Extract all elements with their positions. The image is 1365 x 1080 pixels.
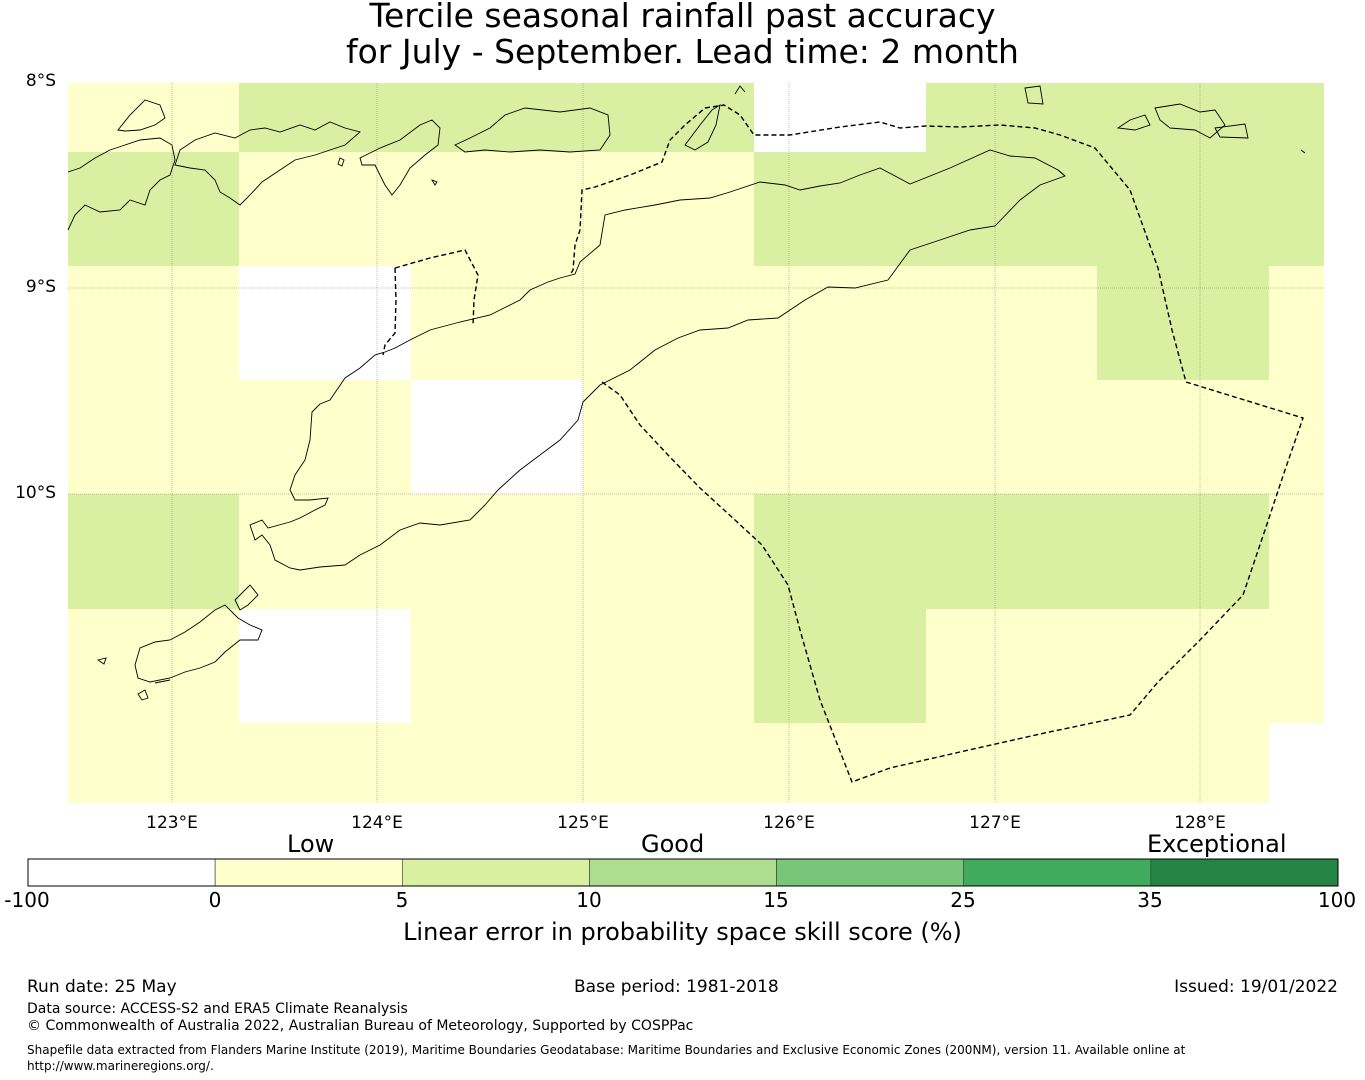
lat-label-8s: 8°S: [25, 71, 56, 91]
skill-cell: [754, 723, 926, 803]
colorbar-category-exceptional: Exceptional: [1147, 830, 1287, 858]
colorbar-swatch: [589, 858, 777, 887]
colorbar-swatch: [401, 858, 590, 887]
skill-cell: [1097, 152, 1269, 266]
skill-cell: [754, 380, 926, 494]
skill-cell: [1269, 380, 1324, 494]
colorbar-tick: 10: [576, 888, 602, 912]
skill-cell: [1269, 266, 1324, 380]
colorbar-tick: 15: [763, 888, 789, 912]
lon-label-125e: 125°E: [557, 813, 609, 833]
lon-label-123e: 123°E: [146, 813, 198, 833]
map-title-line2: for July - September. Lead time: 2 month: [346, 32, 1019, 71]
skill-cell: [926, 609, 1097, 723]
skill-cell: [1097, 83, 1269, 152]
skill-cell: [583, 380, 754, 494]
skill-cell: [411, 266, 583, 380]
lon-label-124e: 124°E: [351, 813, 403, 833]
skill-cell: [1269, 609, 1324, 723]
base-period: Base period: 1981-2018: [574, 977, 779, 997]
skill-cell: [1097, 494, 1269, 609]
skill-cell: [239, 83, 411, 152]
colorbar-tick: 0: [208, 888, 222, 912]
skill-cell: [754, 494, 926, 609]
skill-cell: [239, 494, 411, 609]
colorbar-swatch: [27, 858, 216, 887]
skill-cell: [411, 380, 583, 494]
skill-cell: [411, 723, 583, 803]
skill-cell: [754, 266, 926, 380]
lat-label-9s: 9°S: [25, 277, 56, 297]
skill-cell: [411, 609, 583, 723]
skill-cell: [926, 380, 1097, 494]
data-source: Data source: ACCESS-S2 and ERA5 Climate …: [27, 1001, 408, 1017]
skill-cell: [1097, 609, 1269, 723]
skill-cell: [68, 266, 239, 380]
skill-cell: [68, 152, 239, 266]
skill-cell: [68, 83, 239, 152]
skill-cell: [926, 266, 1097, 380]
colorbar-tick: 25: [950, 888, 976, 912]
colorbar-swatch: [963, 858, 1152, 887]
colorbar-swatch: [214, 858, 403, 887]
run-date: Run date: 25 May: [27, 977, 177, 997]
issued-date: Issued: 19/01/2022: [1174, 977, 1338, 997]
skill-cell: [68, 494, 239, 609]
skill-cell: [239, 152, 411, 266]
maritime-boundaries: [382, 104, 1304, 783]
skill-cell: [68, 723, 239, 803]
skill-cell: [411, 494, 583, 609]
skill-cell: [239, 609, 411, 723]
skill-cell: [1269, 83, 1324, 152]
skill-cell: [1269, 723, 1324, 803]
lon-label-126e: 126°E: [763, 813, 815, 833]
skill-cell: [926, 83, 1097, 152]
lon-label-128e: 128°E: [1174, 813, 1226, 833]
colorbar-category-low: Low: [287, 830, 335, 858]
skill-grid-cells: [68, 83, 1324, 803]
skill-cell: [583, 152, 754, 266]
skill-cell: [583, 609, 754, 723]
colorbar-label: Linear error in probability space skill …: [403, 918, 962, 946]
colorbar-swatch: [776, 858, 965, 887]
colorbar-tick: 35: [1137, 888, 1163, 912]
graticule: [68, 83, 1324, 803]
skill-cell: [68, 609, 239, 723]
skill-cell: [583, 83, 754, 152]
skill-cell: [411, 83, 583, 152]
skill-cell: [754, 83, 926, 152]
skill-cell: [754, 152, 926, 266]
colorbar-category-good: Good: [641, 830, 705, 858]
skill-cell: [239, 723, 411, 803]
skill-cell: [1269, 494, 1324, 609]
shapefile-credit-line1: Shapefile data extracted from Flanders M…: [27, 1043, 1186, 1057]
skill-cell: [1097, 266, 1269, 380]
coastlines: [67, 85, 1306, 701]
skill-cell: [239, 380, 411, 494]
shapefile-credit-line2: http://www.marineregions.org/.: [27, 1059, 214, 1073]
skill-cell: [926, 723, 1097, 803]
lon-label-127e: 127°E: [969, 813, 1021, 833]
colorbar-tick: -100: [4, 888, 50, 912]
skill-cell: [1097, 723, 1269, 803]
skill-cell: [754, 609, 926, 723]
skill-cell: [411, 152, 583, 266]
skill-cell: [583, 494, 754, 609]
lat-label-10s: 10°S: [15, 483, 56, 503]
colorbar-swatch: [1150, 858, 1339, 887]
skill-cell: [583, 266, 754, 380]
skill-cell: [239, 266, 411, 380]
skill-cell: [1269, 152, 1324, 266]
copyright-notice: © Commonwealth of Australia 2022, Austra…: [27, 1018, 694, 1034]
skill-cell: [68, 380, 239, 494]
map-title-line1: Tercile seasonal rainfall past accuracy: [369, 0, 996, 35]
colorbar-tick: 100: [1317, 888, 1357, 912]
colorbar-tick: 5: [395, 888, 409, 912]
skill-cell: [926, 494, 1097, 609]
skill-cell: [583, 723, 754, 803]
